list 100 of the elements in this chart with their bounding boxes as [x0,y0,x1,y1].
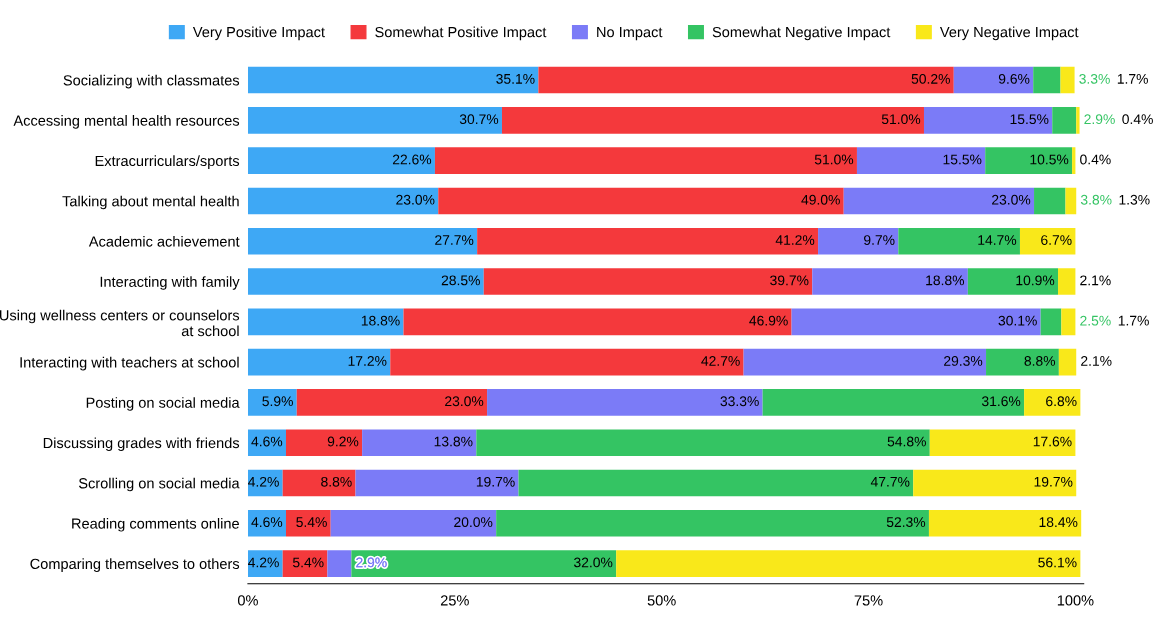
y-tick-label: Interacting with family [100,276,240,290]
bar [355,469,519,497]
data-label: 3.3% [1079,73,1110,84]
bar [247,187,439,215]
data-label: 30.7% [459,114,499,125]
bar [390,348,744,376]
bar [898,227,1020,255]
bar [1052,107,1077,134]
bar [812,268,968,295]
bar [282,550,328,577]
data-label: 9.6% [998,73,1030,84]
bar [1060,66,1075,94]
data-label: 31.6% [981,396,1021,407]
bar [247,510,286,537]
x-tick-label: 100% [1057,595,1094,606]
y-tick-label: Socializing with classmates [63,74,240,89]
bar [967,268,1059,295]
bar [247,147,435,174]
y-tick-label: Academic achievement [88,235,240,247]
bar [247,268,484,295]
data-label: 41.2% [775,235,815,245]
bar [282,469,356,497]
x-tick-label: 50% [647,595,676,606]
bar [483,268,813,295]
x-tick-label: 75% [854,595,883,606]
bar [913,469,1077,497]
bar [403,308,792,336]
data-label: 19.7% [1034,476,1073,487]
bar [791,308,1041,336]
data-label: 15.5% [943,154,982,165]
data-label: 4.2% [248,557,279,568]
data-label: 2.1% [1080,275,1111,286]
legend-label: No Impact [597,27,663,41]
legend-label: Somewhat Positive Impact [375,26,547,41]
bar [986,348,1059,376]
bar [501,107,924,134]
data-label: 2.9% [1084,114,1115,125]
data-label: 6.8% [1046,396,1077,407]
y-tick-label: Using wellness centers or counselors at school [0,309,240,337]
bar [929,429,1076,457]
data-label: 17.6% [1033,436,1072,447]
bar [247,308,404,336]
y-tick-label: Interacting with teachers at school [20,356,239,371]
bar [953,66,1034,94]
data-label: 8.8% [321,476,352,487]
bar [362,429,477,457]
data-label: 9.7% [864,235,895,245]
data-label: 18.4% [1039,517,1078,528]
bar [286,510,331,537]
data-label: 27.7% [435,235,474,245]
data-label: 39.7% [770,275,809,286]
y-tick-label: Discussing grades with friends [43,437,240,452]
bar [1019,227,1076,255]
bar [247,107,502,134]
bar [923,107,1053,134]
data-label: 5.9% [262,396,293,407]
bar [1040,308,1062,336]
data-label: 23.0% [445,396,484,407]
bar [247,66,539,94]
data-label: 1.3% [1119,194,1150,205]
bar [1034,187,1066,215]
legend-label: Very Positive Impact [192,26,325,41]
bar [476,429,930,457]
data-label: 33.3% [720,396,759,407]
bar [247,389,297,416]
data-label: 9.2% [327,436,359,447]
data-label: 2.9% [356,557,387,568]
data-label: 47.7% [870,476,910,487]
data-label: 30.1% [998,315,1037,326]
bar [1072,147,1076,174]
data-label: 1.7% [1117,74,1148,84]
bar [330,510,497,537]
bar [296,389,488,416]
data-label: 51.0% [881,114,921,125]
y-tick-label: Comparing themselves to others [30,558,240,572]
data-label: 4.6% [251,436,283,447]
data-label: 46.9% [749,315,788,326]
data-label: 29.3% [944,356,983,366]
y-tick-label: Posting on social media [86,397,240,411]
bar [928,510,1082,537]
data-label: 42.7% [701,356,740,366]
bar [762,389,1025,416]
data-label: 18.8% [361,315,400,326]
data-label: 2.1% [1081,356,1112,366]
data-label: 56.1% [1038,557,1077,568]
bar [1024,389,1081,416]
bar [616,550,1081,577]
data-label: 2.5% [1080,315,1111,326]
bar [496,510,929,537]
data-label: 1.7% [1118,315,1149,326]
bar [286,429,363,457]
data-label: 50.2% [911,73,950,84]
bar [1033,66,1061,94]
data-label: 10.9% [1016,275,1055,286]
data-label: 19.7% [476,476,515,487]
data-label: 14.7% [978,235,1017,245]
data-label: 6.7% [1041,235,1072,245]
bar [247,550,283,577]
legend-label: Very Negative Impact [939,26,1079,41]
bar [518,469,914,497]
